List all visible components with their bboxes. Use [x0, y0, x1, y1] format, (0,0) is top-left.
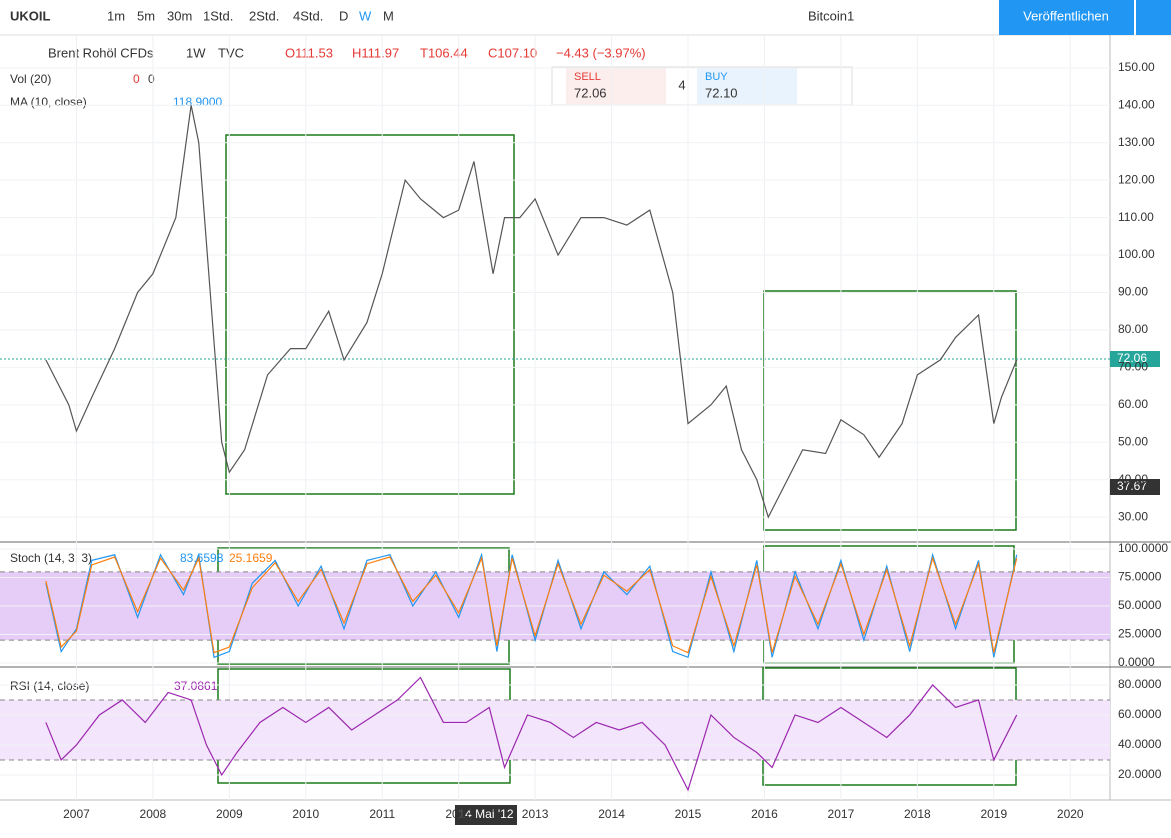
x-tick-label: 2018: [904, 807, 931, 821]
legend-high: H111.97: [352, 45, 399, 60]
x-tick-label: 2007: [63, 807, 90, 821]
y-tick-label: 50.00: [1118, 434, 1148, 448]
layout-name[interactable]: Bitcoin1: [808, 8, 854, 23]
y-tick-label: 150.00: [1118, 60, 1155, 74]
legend-close: C107.10: [488, 45, 537, 60]
sell-label[interactable]: SELL: [574, 71, 601, 83]
rsi-legend: RSI (14, close): [10, 679, 89, 693]
series-line: [45, 676, 1018, 792]
vol-b: 0: [148, 72, 155, 86]
y-tick-label: 60.0000: [1118, 707, 1162, 721]
y-tick-label: 70.00: [1118, 360, 1148, 374]
y-tick-label: 130.00: [1118, 135, 1155, 149]
symbol[interactable]: UKOIL: [10, 8, 51, 23]
x-tick-label: 2012: [445, 807, 472, 821]
y-tick-label: 120.00: [1118, 172, 1155, 186]
y-tick-label: 50.0000: [1118, 598, 1162, 612]
interval[interactable]: 5m: [137, 8, 155, 23]
y-tick-label: 80.0000: [1118, 677, 1162, 691]
x-tick-label: 2010: [292, 807, 319, 821]
stoch-k: 83.6598: [180, 551, 224, 565]
x-tick-label: 2009: [216, 807, 243, 821]
cursor-price: 37.67: [1117, 479, 1147, 493]
toolbar: [0, 0, 1171, 35]
y-tick-label: 0.0000: [1118, 655, 1155, 669]
buy-button[interactable]: [697, 68, 797, 104]
y-tick-label: 90.00: [1118, 285, 1148, 299]
y-tick-label: 75.0000: [1118, 570, 1162, 584]
date-tag: [455, 805, 517, 825]
sell-button[interactable]: [566, 68, 666, 104]
vol-a: 0: [133, 72, 140, 86]
buy-label[interactable]: BUY: [705, 71, 728, 83]
y-tick-label: 40.0000: [1118, 737, 1162, 751]
interval[interactable]: 1Std.: [203, 8, 233, 23]
x-tick-label: 2014: [598, 807, 625, 821]
buy-price[interactable]: 72.10: [705, 85, 738, 100]
interval[interactable]: 1m: [107, 8, 125, 23]
quantity[interactable]: 4: [678, 77, 685, 92]
series-line: [45, 556, 1018, 654]
y-tick-label: 110.00: [1118, 210, 1154, 224]
last-price-tag: [1110, 351, 1160, 367]
publish-label[interactable]: Veröffentlichen: [1023, 8, 1109, 23]
legend-interval: 1W: [186, 45, 206, 60]
play-button[interactable]: [1136, 0, 1171, 35]
cursor-tag: [1110, 479, 1160, 495]
legend-open: O111.53: [285, 45, 333, 60]
y-tick-label: 60.00: [1118, 397, 1148, 411]
ma-value: 118.9000: [173, 95, 222, 109]
x-tick-label: 2020: [1057, 807, 1084, 821]
vol-legend: Vol (20): [10, 72, 51, 86]
interval[interactable]: 2Std.: [249, 8, 279, 23]
interval[interactable]: 4Std.: [293, 8, 323, 23]
stoch-d: 25.1659: [229, 551, 273, 565]
interval[interactable]: W: [359, 8, 372, 23]
cursor-date: 14 Mai '12: [459, 807, 514, 821]
y-tick-label: 20.0000: [1118, 767, 1162, 781]
band: [0, 699, 1110, 760]
rsi-value: 37.0861: [174, 679, 218, 693]
last-price: 72.06: [1117, 351, 1147, 365]
x-tick-label: 2016: [751, 807, 778, 821]
y-tick-label: 80.00: [1118, 322, 1148, 336]
y-tick-label: 30.00: [1118, 509, 1148, 523]
drawings: [217, 134, 1017, 786]
legend-source: TVC: [218, 45, 244, 60]
y-tick-label: 140.00: [1118, 97, 1155, 111]
legend-change: −4.43 (−3.97%): [556, 45, 646, 60]
interval[interactable]: D: [339, 8, 348, 23]
interval[interactable]: M: [383, 8, 394, 23]
publish-button[interactable]: [999, 0, 1134, 35]
sell-price[interactable]: 72.06: [574, 85, 607, 100]
stoch-legend: Stoch (14, 3, 3): [10, 551, 92, 565]
legend-low: T106.44: [420, 45, 468, 60]
legend-name: Brent Rohöl CFDs: [48, 45, 154, 60]
series-line: [45, 105, 1018, 519]
y-tick-label: 25.0000: [1118, 627, 1162, 641]
x-tick-label: 2017: [828, 807, 855, 821]
x-tick-label: 2019: [980, 807, 1007, 821]
x-tick-label: 2013: [522, 807, 549, 821]
x-tick-label: 2015: [675, 807, 702, 821]
interval[interactable]: 30m: [167, 8, 192, 23]
ma-legend: MA (10, close): [10, 95, 87, 109]
y-tick-label: 100.0000: [1118, 541, 1168, 555]
y-tick-label: 40.00: [1118, 472, 1148, 486]
x-tick-label: 2011: [369, 807, 395, 821]
x-tick-label: 2008: [140, 807, 167, 821]
y-tick-label: 100.00: [1118, 247, 1155, 261]
